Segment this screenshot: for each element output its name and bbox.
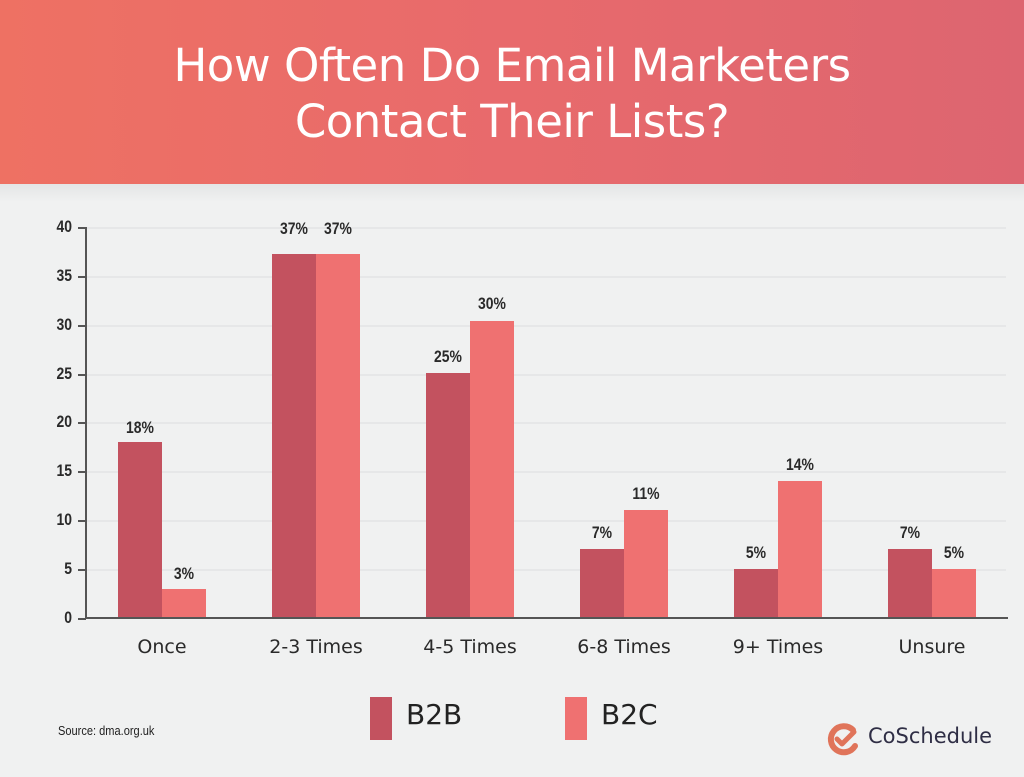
y-tick xyxy=(78,276,86,278)
bar-b2c-9-plus-times xyxy=(778,481,822,618)
x-category-label: 9+ Times xyxy=(732,636,824,658)
x-category-label: Once xyxy=(137,636,187,658)
y-tick-label: 5 xyxy=(64,559,72,578)
gridline xyxy=(86,276,1006,278)
coschedule-logo-icon xyxy=(825,722,861,763)
gridline xyxy=(86,471,1006,473)
value-label: 7% xyxy=(591,523,613,542)
value-label: 5% xyxy=(943,543,965,562)
y-tick xyxy=(78,227,86,229)
value-label: 7% xyxy=(899,523,921,542)
gridline xyxy=(86,520,1006,522)
y-axis xyxy=(85,227,87,619)
legend-swatch-b2c xyxy=(565,697,587,740)
title-line-2: Contact Their Lists? xyxy=(294,95,730,148)
y-tick-label: 20 xyxy=(56,412,72,431)
chart-title: How Often Do Email Marketers Contact The… xyxy=(0,38,1024,150)
legend-label-b2c: B2C xyxy=(601,698,658,731)
bar-b2b-unsure xyxy=(888,549,932,618)
legend-label-b2b: B2B xyxy=(406,698,463,731)
bar-b2b-once xyxy=(118,442,162,618)
y-tick xyxy=(78,618,86,620)
y-tick xyxy=(78,422,86,424)
y-tick-label: 0 xyxy=(64,608,72,627)
value-label: 37% xyxy=(324,219,352,238)
value-label: 37% xyxy=(280,219,308,238)
y-tick-label: 10 xyxy=(56,510,72,529)
y-tick-label: 15 xyxy=(56,461,72,480)
gridline xyxy=(86,325,1006,327)
y-tick xyxy=(78,569,86,571)
x-category-label: Unsure xyxy=(898,636,966,658)
y-tick xyxy=(78,520,86,522)
banner-shadow xyxy=(0,184,1024,202)
bar-b2c-once xyxy=(162,589,206,618)
y-tick-label: 35 xyxy=(56,266,72,285)
value-label: 25% xyxy=(434,347,462,366)
x-axis xyxy=(85,617,1008,619)
value-label: 5% xyxy=(745,543,767,562)
bar-b2c-2-3-times xyxy=(316,254,360,618)
y-tick-label: 40 xyxy=(56,217,72,236)
brand-name: CoSchedule xyxy=(868,724,993,748)
x-category-label: 2-3 Times xyxy=(269,636,363,658)
bar-b2c-6-8-times xyxy=(624,510,668,618)
gridline xyxy=(86,569,1006,571)
bar-b2b-6-8-times xyxy=(580,549,624,618)
title-banner: How Often Do Email Marketers Contact The… xyxy=(0,0,1024,184)
y-tick xyxy=(78,471,86,473)
y-tick xyxy=(78,325,86,327)
title-line-1: How Often Do Email Marketers xyxy=(173,39,851,92)
bar-b2c-unsure xyxy=(932,569,976,618)
y-tick-label: 30 xyxy=(56,315,72,334)
value-label: 11% xyxy=(632,484,660,503)
gridline xyxy=(86,227,1006,229)
value-label: 18% xyxy=(126,418,154,437)
gridline xyxy=(86,422,1006,424)
value-label: 14% xyxy=(786,455,814,474)
bar-b2b-4-5-times xyxy=(426,373,470,618)
x-category-label: 4-5 Times xyxy=(423,636,517,658)
legend-swatch-b2b xyxy=(370,697,392,740)
source-note: Source: dma.org.uk xyxy=(58,723,155,738)
bar-b2b-9-plus-times xyxy=(734,569,778,618)
y-tick-label: 25 xyxy=(56,364,72,383)
y-tick xyxy=(78,374,86,376)
x-category-label: 6-8 Times xyxy=(577,636,671,658)
value-label: 30% xyxy=(478,294,506,313)
bar-b2b-2-3-times xyxy=(272,254,316,618)
gridline xyxy=(86,374,1006,376)
value-label: 3% xyxy=(173,564,195,583)
bar-b2c-4-5-times xyxy=(470,321,514,618)
